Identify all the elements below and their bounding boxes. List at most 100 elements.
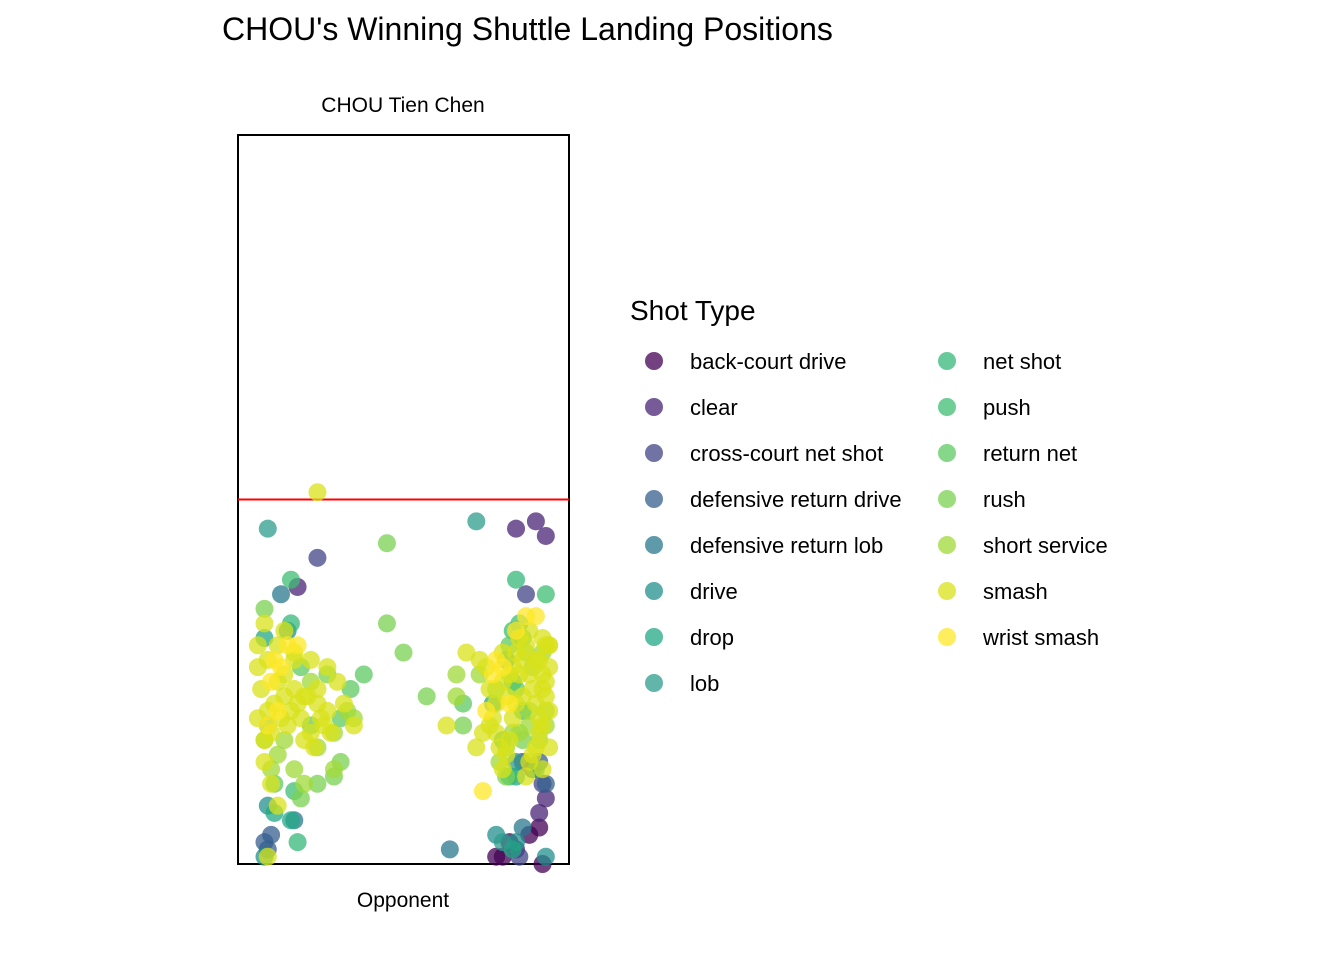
data-point — [344, 716, 363, 735]
data-point — [454, 716, 473, 735]
data-point — [334, 694, 353, 713]
legend-label: lob — [690, 671, 719, 696]
data-point — [500, 694, 519, 713]
legend-key — [938, 628, 956, 646]
data-point — [354, 665, 373, 684]
data-point — [513, 818, 532, 837]
data-point — [457, 643, 476, 662]
data-point — [248, 636, 267, 655]
legend-title: Shot Type — [630, 295, 756, 326]
data-point — [268, 701, 287, 720]
legend-label: drop — [690, 625, 734, 650]
data-point — [281, 811, 300, 830]
data-point — [500, 731, 519, 750]
data-point — [272, 658, 291, 677]
legend: back-court drive clear cross-court net sho… — [645, 349, 1108, 696]
data-point — [255, 614, 274, 633]
data-point — [295, 774, 314, 793]
data-point — [516, 767, 535, 786]
legend-label: short service — [983, 533, 1108, 558]
data-point — [308, 680, 327, 699]
data-point — [513, 687, 532, 706]
data-point — [255, 752, 274, 771]
data-point — [268, 796, 287, 815]
data-point — [507, 519, 526, 538]
legend-label: rush — [983, 487, 1026, 512]
scatter-points — [248, 483, 559, 873]
legend-key — [645, 398, 663, 416]
legend-key — [645, 582, 663, 600]
data-point — [301, 650, 320, 669]
data-point — [520, 752, 539, 771]
data-point — [493, 658, 512, 677]
legend-key — [645, 444, 663, 462]
data-point — [540, 738, 559, 757]
data-point — [258, 847, 277, 866]
chart-title: CHOU's Winning Shuttle Landing Positions — [222, 11, 833, 47]
legend-label: cross-court net shot — [690, 441, 883, 466]
legend-key — [645, 536, 663, 554]
data-point — [281, 570, 300, 589]
data-point — [417, 687, 436, 706]
data-point — [507, 570, 526, 589]
data-point — [530, 650, 549, 669]
data-point — [288, 833, 307, 852]
data-point — [262, 825, 281, 844]
data-point — [526, 607, 545, 626]
legend-label: push — [983, 395, 1031, 420]
legend-label: smash — [983, 579, 1048, 604]
legend-key — [938, 352, 956, 370]
data-point — [503, 709, 522, 728]
data-point — [377, 614, 396, 633]
data-point — [394, 643, 413, 662]
data-point — [467, 512, 486, 531]
data-point — [536, 526, 555, 545]
data-point — [258, 519, 277, 538]
data-point — [530, 803, 549, 822]
data-point — [480, 680, 499, 699]
data-point — [507, 643, 526, 662]
data-point — [301, 723, 320, 742]
data-point — [258, 716, 277, 735]
data-point — [536, 585, 555, 604]
data-point — [308, 774, 327, 793]
legend-key — [645, 490, 663, 508]
data-point — [308, 483, 327, 502]
legend-label: clear — [690, 395, 738, 420]
data-point — [447, 665, 466, 684]
data-point — [255, 599, 274, 618]
data-point — [507, 621, 526, 640]
legend-key — [645, 628, 663, 646]
data-point — [526, 512, 545, 531]
data-point — [318, 658, 337, 677]
data-point — [467, 738, 486, 757]
legend-label: net shot — [983, 349, 1061, 374]
data-point — [533, 680, 552, 699]
data-point — [318, 701, 337, 720]
legend-label: back-court drive — [690, 349, 847, 374]
data-point — [493, 833, 512, 852]
data-point — [516, 585, 535, 604]
data-point — [278, 716, 297, 735]
data-point — [341, 680, 360, 699]
legend-key — [645, 352, 663, 370]
data-point — [262, 672, 281, 691]
data-point — [275, 621, 294, 640]
data-point — [285, 760, 304, 779]
data-point — [305, 738, 324, 757]
data-point — [275, 731, 294, 750]
data-point — [437, 716, 456, 735]
data-point — [272, 585, 291, 604]
legend-key — [938, 398, 956, 416]
data-point — [288, 636, 307, 655]
data-point — [262, 774, 281, 793]
legend-key — [938, 444, 956, 462]
legend-label: return net — [983, 441, 1077, 466]
legend-key — [938, 582, 956, 600]
data-point — [530, 723, 549, 742]
data-point — [328, 672, 347, 691]
data-point — [533, 760, 552, 779]
data-point — [536, 789, 555, 808]
legend-key — [645, 674, 663, 692]
legend-key — [938, 536, 956, 554]
